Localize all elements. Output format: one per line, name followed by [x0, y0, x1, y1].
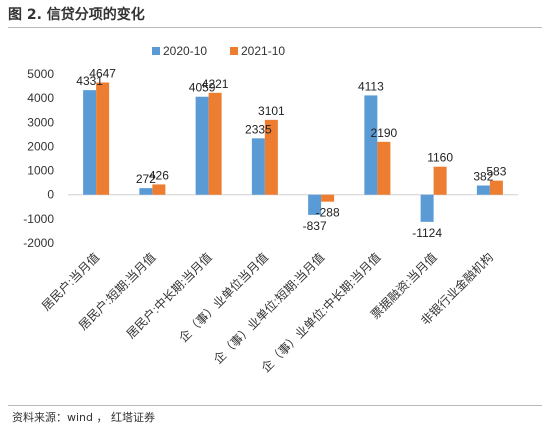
- bar-2020-10: [251, 138, 265, 195]
- bar-2020-10: [139, 188, 153, 195]
- data-label: 583: [486, 165, 506, 179]
- x-category-label: 企（事）业单位:中长期:当月值: [258, 250, 384, 376]
- bar-2020-10: [195, 96, 209, 195]
- legend-label-2020: 2020-10: [163, 44, 207, 58]
- title-divider: [8, 27, 542, 28]
- data-label: -1124: [412, 226, 442, 240]
- y-tick-label: 1000: [27, 164, 54, 178]
- data-label: 4113: [358, 79, 384, 93]
- bar-2021-10: [489, 180, 503, 195]
- data-label: 426: [149, 168, 169, 182]
- legend-swatch-2020: [152, 47, 160, 55]
- data-label: -288: [316, 206, 340, 220]
- legend-label-2021: 2021-10: [241, 44, 285, 58]
- bar-2020-10: [83, 90, 97, 195]
- bar-2021-10: [264, 119, 278, 195]
- bar-2020-10: [364, 95, 378, 195]
- x-axis-labels: 居民户:当月值居民户:短期:当月值居民户:中长期:当月值企（事）业单位当月值企（…: [38, 250, 496, 376]
- footer-divider: [8, 405, 542, 406]
- x-category-label: 居民户:当月值: [38, 250, 102, 314]
- y-tick-label: -2000: [23, 236, 54, 250]
- data-label: 4331: [76, 74, 103, 88]
- bar-chart: 2020-10 2021-10 -2000 -1000 0 1000 2000 3000 4…: [23, 44, 518, 376]
- bar-2021-10: [96, 82, 110, 195]
- bar-2021-10: [377, 141, 391, 195]
- source-note: 资料来源：wind ， 红塔证券: [12, 411, 155, 424]
- bar-2020-10: [420, 194, 434, 222]
- y-tick-label: -1000: [23, 212, 54, 226]
- y-tick-label: 4000: [27, 91, 54, 105]
- y-tick-label: 3000: [27, 115, 54, 129]
- data-label: 2190: [371, 126, 398, 140]
- y-tick-label: 2000: [27, 139, 54, 153]
- data-label: 3101: [258, 104, 285, 118]
- bar-2020-10: [476, 185, 490, 195]
- legend-swatch-2021: [230, 47, 238, 55]
- bar-2020-10: [308, 194, 322, 215]
- data-label: 4647: [89, 67, 116, 81]
- data-label: 4221: [202, 77, 229, 91]
- y-tick-label: 5000: [27, 67, 54, 81]
- legend: 2020-10 2021-10: [152, 44, 285, 58]
- bar-2021-10: [152, 184, 166, 195]
- y-axis: -2000 -1000 0 1000 2000 3000 4000 5000: [23, 67, 518, 250]
- y-tick-label: 0: [47, 188, 54, 202]
- bar-2021-10: [433, 166, 447, 195]
- data-label: 1160: [427, 151, 453, 165]
- x-category-label: 企（事）业单位:短期:当月值: [210, 250, 327, 367]
- data-label: 2335: [245, 122, 272, 136]
- bar-2021-10: [321, 194, 335, 202]
- bar-2021-10: [208, 92, 222, 195]
- data-label: 4059: [189, 81, 216, 95]
- data-label: -837: [303, 219, 327, 233]
- data-label: 382: [473, 169, 493, 183]
- data-label: 272: [136, 172, 156, 186]
- figure-title: 图 2. 信贷分项的变化: [8, 7, 145, 23]
- bars: [83, 82, 503, 222]
